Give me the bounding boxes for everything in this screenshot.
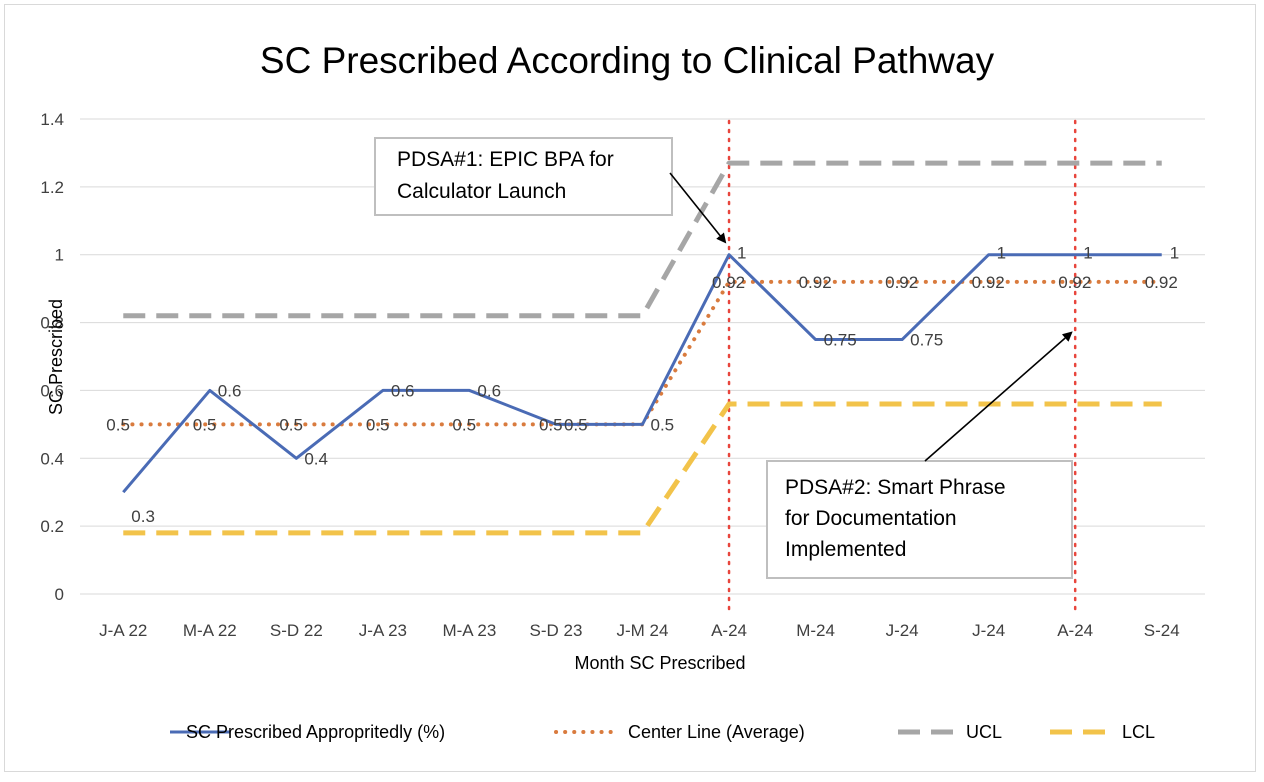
legend: SC Prescribed Appropritedly (%) Center Li… bbox=[170, 722, 1155, 742]
chart-title: SC Prescribed According to Clinical Path… bbox=[260, 40, 995, 81]
ucl-line bbox=[123, 160, 1162, 319]
x-tick-label: J-A 23 bbox=[359, 621, 407, 640]
legend-label: Center Line (Average) bbox=[628, 722, 805, 742]
x-tick-label: J-M 24 bbox=[617, 621, 669, 640]
annotation-text: PDSA#2: Smart Phrase bbox=[785, 476, 1006, 499]
center-line-data-label: 0.92 bbox=[1058, 273, 1091, 292]
data-labels: 0.30.60.40.6 0.60.5 0.510.75 0.751 1 10.5 0.5 0… bbox=[106, 244, 1179, 527]
x-tick-label: M-A 22 bbox=[183, 621, 237, 640]
center-line-data-label: 0.5 bbox=[106, 415, 130, 434]
legend-label: UCL bbox=[966, 722, 1002, 742]
annotation-text: PDSA#1: EPIC BPA for bbox=[397, 148, 614, 171]
main-series-data-label: 0.5 bbox=[651, 415, 675, 434]
y-axis-title: SC Prescribed bbox=[46, 299, 66, 415]
main-series-data-label: 1 bbox=[997, 244, 1006, 263]
center-line-data-label: 0.5 bbox=[279, 415, 303, 434]
x-tick-label: J-A 22 bbox=[99, 621, 147, 640]
y-tick-label: 0.4 bbox=[40, 449, 64, 468]
y-tick-label: 0 bbox=[55, 585, 64, 604]
center-line-data-label: 0.92 bbox=[799, 273, 832, 292]
x-tick-label: S-24 bbox=[1144, 621, 1180, 640]
annotation-text: Implemented bbox=[785, 538, 906, 561]
main-series-data-label: 0.6 bbox=[391, 381, 415, 400]
legend-label: SC Prescribed Appropritedly (%) bbox=[186, 722, 445, 742]
main-series-data-label: 1 bbox=[1170, 244, 1179, 263]
y-tick-label: 1.4 bbox=[40, 110, 64, 129]
center-line-data-label: 0.5 bbox=[539, 415, 563, 434]
x-tick-label: J-24 bbox=[972, 621, 1005, 640]
lcl-line bbox=[123, 401, 1162, 536]
x-tick-label: M-A 23 bbox=[442, 621, 496, 640]
center-line-data-label: 0.5 bbox=[452, 415, 476, 434]
center-line-data-label: 0.92 bbox=[712, 273, 745, 292]
y-tick-label: 1 bbox=[55, 246, 64, 265]
y-tick-label: 0.8 bbox=[40, 314, 64, 333]
center-line-data-label: 0.5 bbox=[366, 415, 390, 434]
center-line-data-label: 0.92 bbox=[885, 273, 918, 292]
main-series-data-label: 1 bbox=[737, 244, 746, 263]
annotation-box bbox=[766, 460, 1073, 579]
main-series-data-label: 0.3 bbox=[131, 507, 155, 526]
center-line-data-label: 0.92 bbox=[972, 273, 1005, 292]
x-tick-label: J-24 bbox=[886, 621, 919, 640]
y-tick-label: 0.6 bbox=[40, 381, 64, 400]
legend-label: LCL bbox=[1122, 722, 1155, 742]
main-series-data-label: 0.6 bbox=[477, 381, 501, 400]
y-tick-label: 0.2 bbox=[40, 517, 64, 536]
annotation-arrow bbox=[924, 331, 1073, 462]
y-axis-ticks: 0 0.2 0.4 0.6 0.8 1 1.2 1.4 bbox=[40, 110, 64, 604]
x-tick-label: M-24 bbox=[796, 621, 835, 640]
main-series-data-label: 0.6 bbox=[218, 381, 242, 400]
main-series-data-label: 0.75 bbox=[910, 331, 943, 350]
main-series-line bbox=[122, 253, 1162, 494]
y-tick-label: 1.2 bbox=[40, 178, 64, 197]
annotation-box bbox=[374, 137, 673, 216]
annotation-text: for Documentation bbox=[785, 507, 957, 530]
annotations: PDSA#1: EPIC BPA for Calculator Launch PDS… bbox=[374, 137, 1073, 579]
chart-frame: SC Prescribed According to Clinical Path… bbox=[4, 4, 1256, 772]
center-line bbox=[121, 279, 1164, 427]
main-series-data-label: 0.75 bbox=[824, 331, 857, 350]
gridlines bbox=[80, 118, 1205, 595]
x-tick-label: S-D 23 bbox=[530, 621, 583, 640]
x-tick-label: A-24 bbox=[711, 621, 747, 640]
series-group bbox=[121, 160, 1164, 536]
center-line-data-label: 0.92 bbox=[1145, 273, 1178, 292]
main-series-data-label: 1 bbox=[1083, 244, 1092, 263]
phase-lines bbox=[727, 119, 1077, 612]
annotation-arrow bbox=[669, 172, 727, 244]
x-axis-ticks: J-A 22 M-A 22 S-D 22 J-A 23 M-A 23 S-D 23 J-M … bbox=[99, 621, 1180, 640]
line-chart: SC Prescribed According to Clinical Path… bbox=[40, 40, 1205, 742]
x-tick-label: S-D 22 bbox=[270, 621, 323, 640]
main-series-data-label: 0.5 bbox=[564, 415, 588, 434]
x-axis-title: Month SC Prescribed bbox=[574, 653, 745, 673]
x-tick-label: A-24 bbox=[1057, 621, 1093, 640]
center-line-data-label: 0.5 bbox=[193, 415, 217, 434]
main-series-data-label: 0.4 bbox=[304, 449, 328, 468]
annotation-text: Calculator Launch bbox=[397, 180, 566, 203]
